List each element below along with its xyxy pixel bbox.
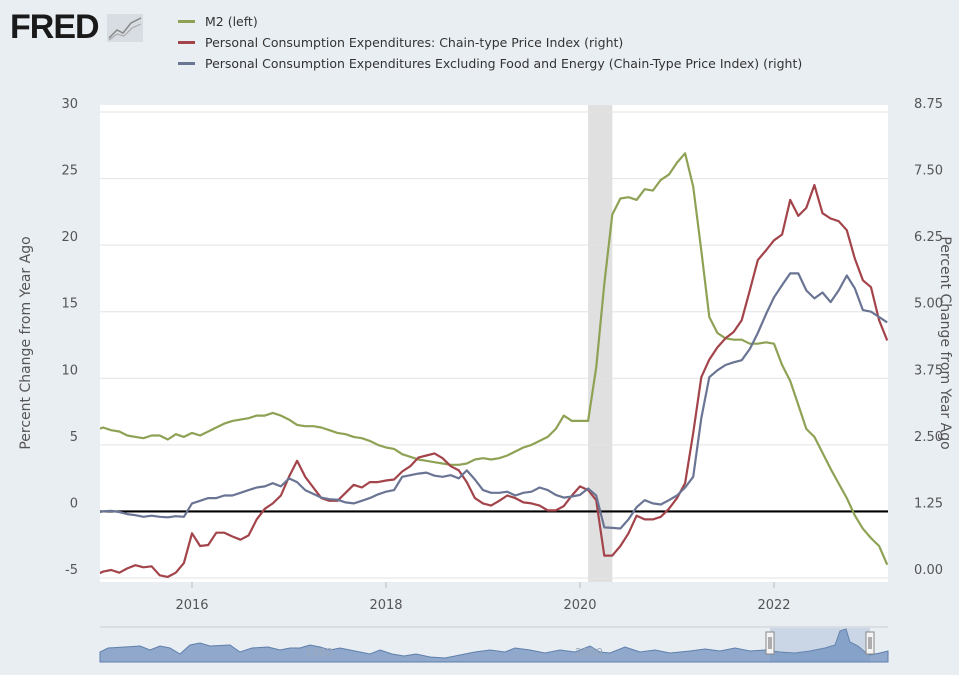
navigator-area	[99, 628, 889, 663]
navigator-label: 2000	[575, 646, 603, 659]
legend-swatch	[178, 41, 195, 44]
y-tick-label-right: 6.25	[914, 230, 943, 245]
legend-label: Personal Consumption Expenditures Exclud…	[205, 56, 803, 71]
pce-series-line	[100, 183, 888, 579]
y-tick-label-right: 7.50	[914, 164, 943, 179]
legend-item-pce[interactable]: Personal Consumption Expenditures: Chain…	[178, 32, 802, 53]
core-pce-series-line	[100, 272, 888, 530]
y-tick-label-right: 8.75	[914, 97, 943, 112]
fred-logo: FRED	[10, 8, 144, 47]
y-tick-label-left: 10	[61, 363, 78, 378]
navigator[interactable]: 1980 2000	[99, 626, 889, 663]
legend-label: Personal Consumption Expenditures: Chain…	[205, 35, 624, 50]
y-tick-label-left: -5	[65, 563, 78, 578]
recession-shading	[588, 105, 613, 582]
m2-series-line	[100, 152, 888, 566]
legend-item-core-pce[interactable]: Personal Consumption Expenditures Exclud…	[178, 53, 802, 74]
chart-legend: M2 (left) Personal Consumption Expenditu…	[178, 11, 802, 74]
y-tick-label-right: 3.75	[914, 363, 943, 378]
y-tick-label-left: 20	[61, 230, 78, 245]
navigator-selection[interactable]	[770, 628, 870, 662]
y-axis-title-left: Percent Change from Year Ago	[18, 236, 34, 449]
legend-swatch	[178, 20, 195, 23]
y-tick-label-right: 1.25	[914, 496, 943, 511]
x-tick-label: 2016	[175, 598, 208, 613]
x-tick-label: 2020	[563, 598, 596, 613]
y-tick-label-right: 2.50	[914, 430, 943, 445]
y-axis-title-right: Percent Change from Year Ago	[937, 236, 953, 449]
y-tick-label-right: 5.00	[914, 297, 943, 312]
navigator-label: 1980	[305, 646, 333, 659]
legend-item-m2[interactable]: M2 (left)	[178, 11, 802, 32]
legend-swatch	[178, 62, 195, 65]
y-tick-label-left: 0	[70, 496, 78, 511]
navigator-handle-left[interactable]	[765, 631, 775, 655]
y-tick-label-right: 0.00	[914, 563, 943, 578]
legend-label: M2 (left)	[205, 14, 258, 29]
y-tick-label-left: 25	[61, 164, 78, 179]
x-tick-label: 2022	[757, 598, 790, 613]
y-tick-label-left: 30	[61, 97, 78, 112]
navigator-handle-right[interactable]	[865, 631, 875, 655]
x-tick-label: 2018	[369, 598, 402, 613]
y-tick-label-left: 5	[70, 430, 78, 445]
y-tick-label-left: 15	[61, 297, 78, 312]
line-chart-icon	[107, 14, 144, 42]
